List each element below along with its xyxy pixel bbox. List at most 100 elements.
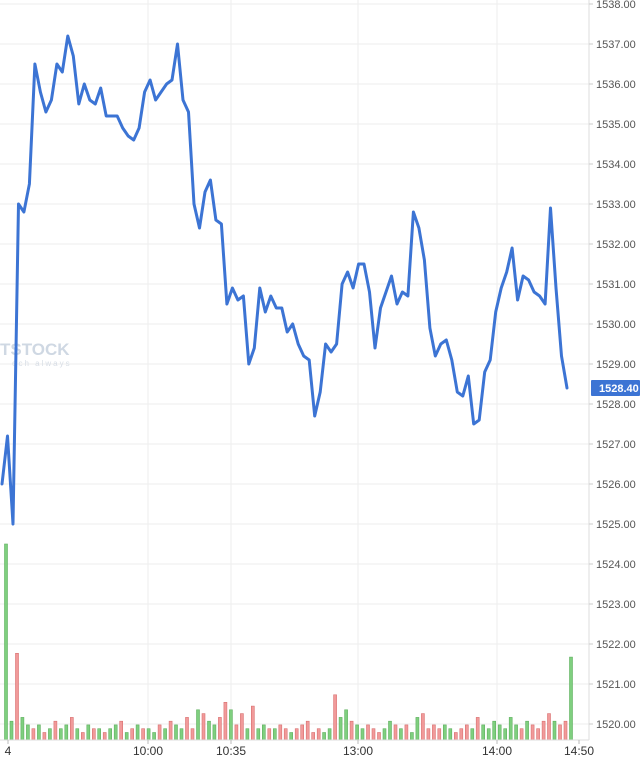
y-tick-label: 1535.00: [596, 119, 636, 131]
volume-bar: [81, 732, 85, 741]
volume-bar: [256, 728, 261, 741]
volume-bar: [124, 732, 129, 741]
volume-bar: [9, 720, 14, 741]
volume-bar: [196, 709, 200, 741]
volume-bar: [168, 720, 173, 741]
volume-bar: [563, 720, 568, 741]
volume-bar: [86, 724, 91, 741]
volume-bar: [508, 717, 513, 741]
volume-bar: [234, 724, 239, 741]
x-tick-label: 14:50: [564, 744, 594, 758]
volume-bar: [261, 724, 266, 741]
volume-bar: [163, 728, 167, 741]
volume-bar: [371, 728, 376, 741]
volume-bar: [20, 717, 25, 741]
volume-bar: [108, 728, 112, 741]
x-tick-label: 14:00: [482, 744, 512, 758]
volume-bar: [525, 720, 529, 741]
volume-bar: [344, 709, 348, 741]
y-tick-label: 1536.00: [596, 79, 636, 91]
y-tick-label: 1524.00: [596, 559, 636, 571]
volume-bar: [360, 728, 365, 741]
volume-bar: [174, 724, 178, 741]
volume-bar: [492, 720, 497, 741]
volume-bar: [541, 720, 546, 741]
y-tick-label: 1526.00: [596, 479, 636, 491]
volume-bar: [547, 713, 551, 741]
volume-bar: [410, 732, 414, 741]
last-price-label: 1528.40: [599, 383, 639, 395]
volume-bar: [382, 728, 387, 741]
volume-bar: [157, 724, 162, 741]
volume-bar: [453, 732, 458, 741]
grid-lines: [0, 0, 589, 740]
volume-bar: [179, 728, 184, 741]
volume-bar: [102, 732, 107, 741]
y-tick-label: 1534.00: [596, 159, 636, 171]
volume-bar: [251, 705, 255, 741]
y-tick-label: 1529.00: [596, 359, 636, 371]
last-price-badge: 1528.40: [591, 380, 640, 396]
x-tick-label: 13:00: [343, 744, 373, 758]
volume-bar: [37, 724, 41, 741]
volume-bar: [437, 728, 442, 741]
volume-bar: [503, 728, 508, 741]
volume-bar: [519, 728, 524, 741]
volume-bar: [70, 717, 74, 741]
x-tick-label: 4: [5, 744, 12, 758]
volume-bar: [366, 724, 370, 741]
volume-bar: [190, 728, 195, 741]
volume-bar: [481, 724, 486, 741]
volume-bar: [283, 728, 288, 741]
y-tick-label: 1530.00: [596, 319, 636, 331]
y-tick-label: 1521.00: [596, 679, 636, 691]
volume-bar: [135, 724, 140, 741]
y-tick-label: 1522.00: [596, 639, 636, 651]
volume-bar: [338, 717, 343, 741]
volume-bar: [464, 724, 469, 741]
volume-bar: [448, 728, 453, 741]
volume-bar: [470, 728, 475, 741]
y-tick-label: 1531.00: [596, 279, 636, 291]
volume-bar: [31, 728, 36, 741]
volume-bar: [272, 728, 277, 741]
volume-bar: [278, 724, 283, 741]
volume-bar: [558, 724, 562, 741]
volume-bar: [113, 724, 118, 741]
volume-bar: [42, 732, 47, 741]
x-axis-ticks: 4 10:00 10:35 13:00 14:00 14:50: [5, 740, 594, 758]
volume-bar: [421, 713, 425, 741]
volume-bar: [130, 728, 134, 741]
volume-bar: [569, 656, 573, 741]
watermark-brand: TSTOCK: [0, 340, 70, 359]
volume-bar: [119, 720, 123, 741]
volume-bar: [240, 713, 244, 741]
price-series-line: [0, 34, 569, 526]
volume-bar: [4, 543, 8, 741]
volume-bar: [486, 728, 491, 741]
volume-bar: [75, 728, 80, 741]
y-tick-label: 1537.00: [596, 39, 636, 51]
volume-bar: [141, 728, 145, 741]
volume-bar: [536, 728, 540, 741]
volume-bar: [327, 728, 332, 741]
y-tick-label: 1532.00: [596, 239, 636, 251]
volume-bar: [185, 717, 189, 741]
volume-bar: [497, 724, 502, 741]
volume-bar: [415, 717, 420, 741]
y-tick-label: 1527.00: [596, 439, 636, 451]
volume-bar: [399, 728, 403, 741]
volume-bar: [530, 724, 535, 741]
volume-bar: [355, 724, 359, 741]
volume-bar: [64, 724, 69, 741]
volume-bar: [58, 728, 63, 741]
y-axis-ticks: 1520.00 1521.00 1522.00 1523.00 1524.00 1525.…: [589, 0, 636, 731]
volume-bar: [245, 728, 250, 741]
volume-bar: [552, 720, 557, 741]
volume-bar: [201, 713, 206, 741]
y-tick-label: 1533.00: [596, 199, 636, 211]
volume-bar: [294, 728, 299, 741]
x-tick-label: 10:35: [216, 744, 246, 758]
x-tick-label: 10:00: [133, 744, 163, 758]
